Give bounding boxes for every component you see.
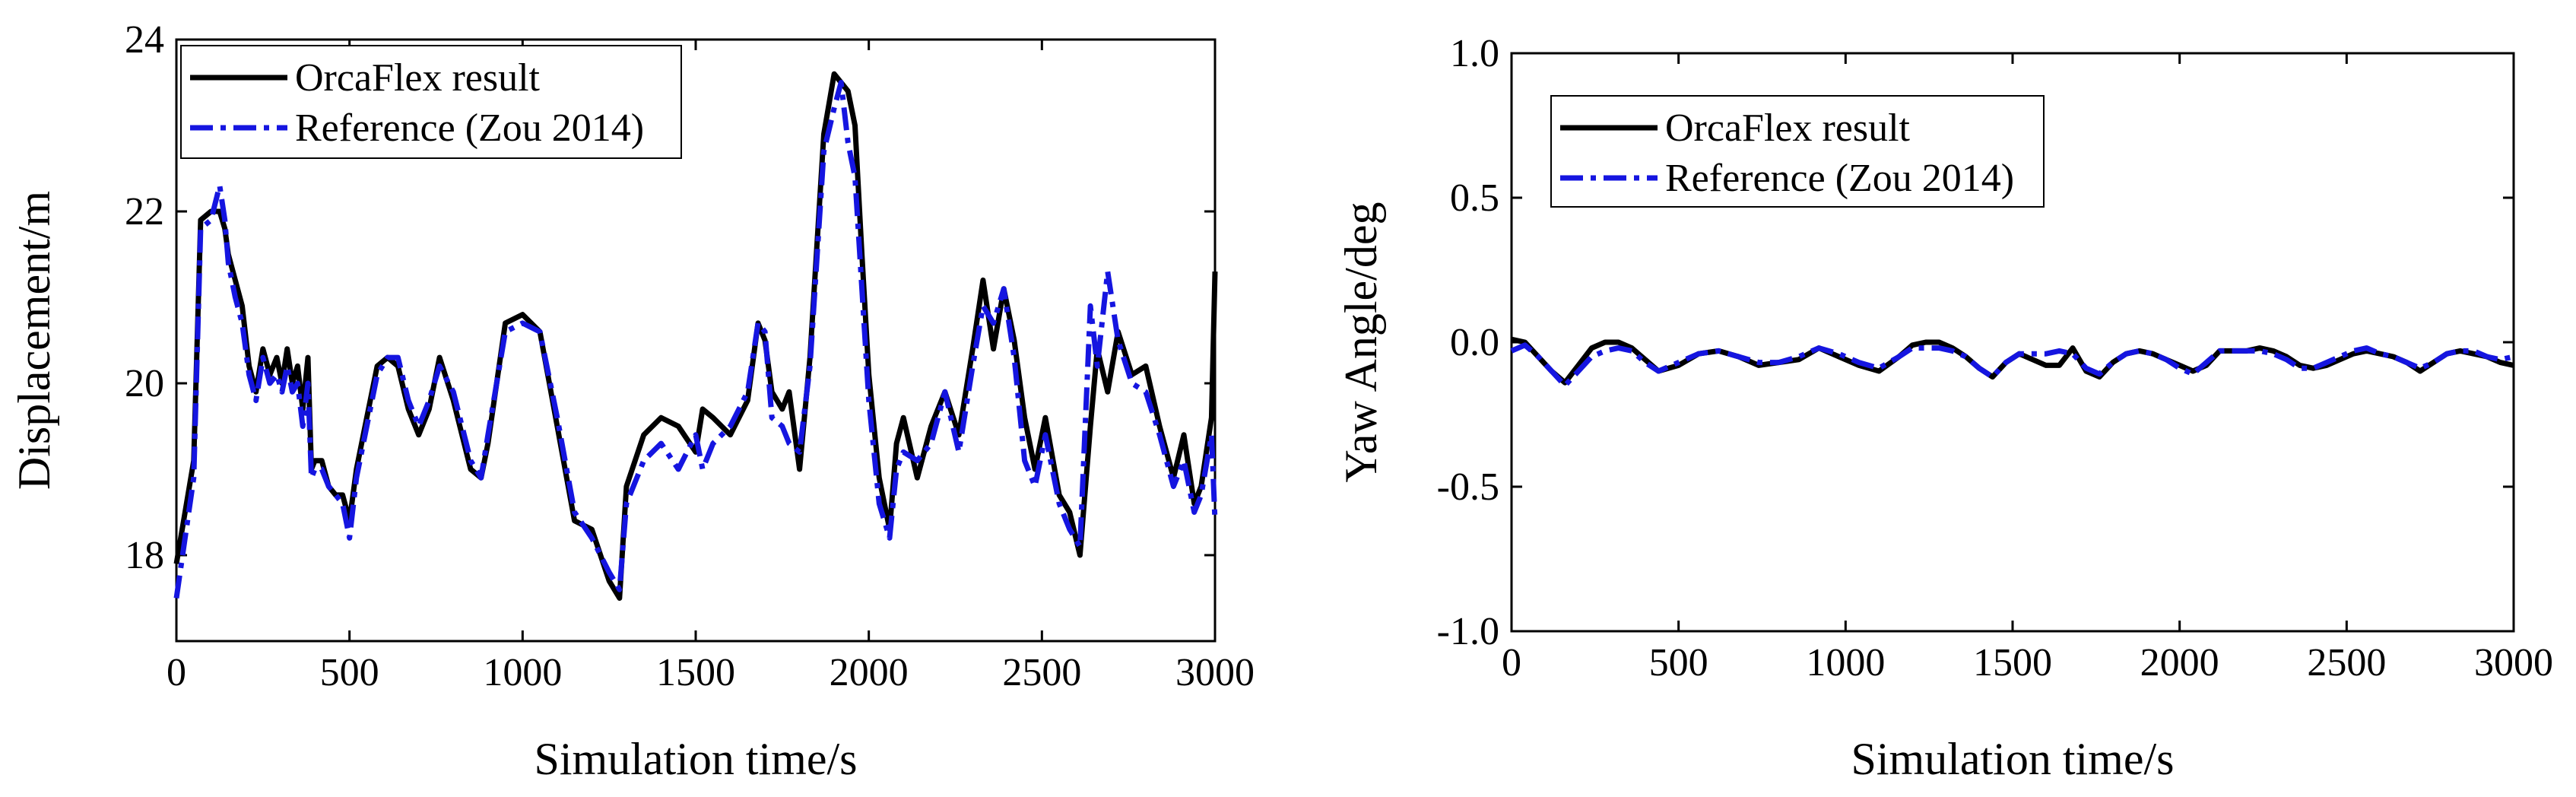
y-tick-label: 24 — [125, 18, 164, 62]
legend-label: OrcaFlex result — [1665, 106, 1911, 150]
x-tick-label: 2500 — [1002, 651, 1081, 694]
x-tick-label: 3000 — [2474, 641, 2553, 684]
series-line-orcaflex — [173, 71, 1218, 601]
y-tick-label: 20 — [125, 362, 164, 405]
y-tick-label: 1.0 — [1450, 32, 1499, 75]
y-axis-title: Yaw Angle/deg — [1336, 202, 1386, 483]
y-tick-label: 0.0 — [1450, 321, 1499, 364]
displacement-chart: 0 500 1000 1500 2000 2500 3000 18 20 22 24 Simulati… — [9, 18, 1255, 784]
x-tick-label: 500 — [1649, 641, 1708, 684]
x-tick-label: 0 — [1502, 641, 1521, 684]
legend: OrcaFlex result Reference (Zou 2014) — [180, 45, 682, 159]
legend-box — [1550, 95, 2045, 208]
series-line-reference — [173, 80, 1218, 599]
legend: OrcaFlex result Reference (Zou 2014) — [1550, 95, 2045, 208]
x-tick-label: 0 — [167, 651, 186, 694]
legend-label: Reference (Zou 2014) — [1665, 157, 2014, 200]
series-line-reference — [1510, 342, 2514, 389]
legend-label: Reference (Zou 2014) — [295, 106, 644, 150]
legend-label: OrcaFlex result — [295, 56, 541, 100]
legend-box — [180, 45, 682, 159]
x-axis-title: Simulation time/s — [1851, 734, 2174, 784]
yaw-angle-chart: 0 500 1000 1500 2000 2500 3000 -1.0 -0.5 0.0 0.5 1.… — [1336, 32, 2553, 784]
y-tick-label: 22 — [125, 190, 164, 233]
x-tick-label: 1500 — [1973, 641, 2052, 684]
series-line-orcaflex — [1511, 336, 2514, 386]
x-tick-label: 2000 — [2140, 641, 2219, 684]
y-tick-label: -1.0 — [1437, 610, 1499, 653]
x-axis-title: Simulation time/s — [534, 734, 857, 784]
x-tick-label: 2500 — [2307, 641, 2386, 684]
x-tick-label: 500 — [320, 651, 379, 694]
y-axis-title: Displacement/m — [9, 191, 59, 490]
x-tick-label: 1000 — [1806, 641, 1885, 684]
y-tick-label: 18 — [125, 534, 164, 577]
y-tick-label: -0.5 — [1437, 465, 1499, 509]
y-tick-label: 0.5 — [1450, 176, 1499, 220]
x-tick-label: 3000 — [1175, 651, 1255, 694]
x-tick-label: 1500 — [656, 651, 735, 694]
x-tick-label: 1000 — [483, 651, 562, 694]
x-tick-label: 2000 — [830, 651, 909, 694]
